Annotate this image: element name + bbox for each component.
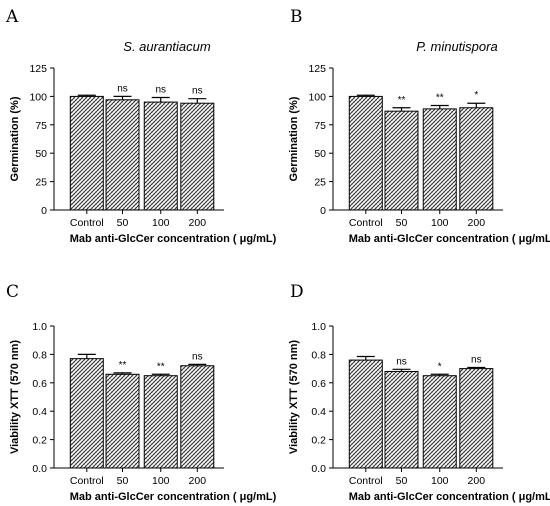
x-tick-label: Control	[70, 217, 104, 229]
significance-label: **	[157, 361, 165, 372]
y-tick-label: 75	[35, 120, 47, 132]
bar-100	[422, 375, 457, 469]
chart-panel-b: B P. minutispora 0 25 50 75 100 125 Germination …	[288, 7, 550, 245]
y-tick-label: 0.8	[32, 349, 47, 361]
bar-50	[384, 110, 419, 211]
x-tick-label: 100	[152, 217, 170, 229]
panel-letter: D	[290, 282, 304, 302]
bar-200	[459, 107, 494, 211]
x-tick-label: Control	[349, 475, 383, 487]
x-axis-label: Mab anti-GlcCer concentration ( μg/mL)	[70, 233, 277, 245]
x-tick-label: 50	[396, 475, 408, 487]
panel-letter: A	[5, 7, 19, 27]
bar-100	[143, 101, 178, 211]
significance-label: *	[438, 361, 442, 372]
bar-200	[180, 102, 215, 211]
significance-label: **	[436, 92, 444, 103]
y-axis-label: Viability XTT (570 nm)	[9, 340, 21, 454]
y-tick-label: 75	[314, 120, 326, 132]
y-tick-label: 0.4	[311, 406, 326, 418]
significance-label: ns	[192, 86, 203, 97]
bar-control	[348, 359, 383, 469]
bar-50	[105, 373, 140, 469]
x-tick-label: 50	[117, 217, 129, 229]
y-tick-label: 50	[314, 148, 326, 160]
x-tick-label: 200	[189, 217, 207, 229]
significance-label: *	[474, 90, 478, 101]
y-tick-label: 0.2	[32, 435, 47, 447]
x-tick-label: 100	[431, 475, 449, 487]
y-tick-label: 125	[308, 63, 326, 75]
bar-100	[143, 375, 178, 469]
bar-100	[422, 108, 457, 211]
bar-200	[459, 368, 494, 469]
x-tick-label: 200	[189, 475, 207, 487]
bar-50	[384, 370, 419, 469]
chart-title: P. minutispora	[416, 39, 497, 54]
y-tick-label: 0.8	[311, 349, 326, 361]
x-tick-label: 200	[468, 217, 486, 229]
significance-label: ns	[396, 356, 407, 367]
bar-control	[69, 95, 104, 211]
y-tick-label: 0.6	[311, 378, 326, 390]
x-tick-label: 50	[117, 475, 129, 487]
significance-label: ns	[471, 354, 482, 365]
x-axis-label: Mab anti-GlcCer concentration ( μg/mL)	[349, 233, 550, 245]
x-tick-label: 100	[152, 475, 170, 487]
bar-200	[180, 365, 215, 469]
significance-label: **	[119, 360, 127, 371]
x-tick-label: 50	[396, 217, 408, 229]
panel-letter: C	[6, 282, 19, 302]
y-tick-label: 0	[41, 205, 47, 217]
x-tick-label: Control	[349, 217, 383, 229]
bar-control	[348, 95, 383, 211]
y-tick-label: 125	[29, 63, 47, 75]
significance-label: ns	[192, 351, 203, 362]
chart-panel-a: A S. aurantiacum 0 25 50 75 100 125 Germination …	[5, 7, 277, 245]
chart-panel-c: C 0.0 0.2 0.4 0.6 0.8 1.0 Viability XTT (570 nm…	[6, 282, 277, 503]
panel-letter: B	[290, 7, 303, 27]
y-axis-label: Germination (%)	[288, 96, 300, 181]
x-tick-label: 100	[431, 217, 449, 229]
x-tick-label: Control	[70, 475, 104, 487]
significance-label: ns	[155, 85, 166, 96]
bar-control	[69, 358, 104, 469]
x-axis-label: Mab anti-GlcCer concentration ( μg/mL)	[70, 491, 277, 503]
x-axis-label: Mab anti-GlcCer concentration ( μg/mL)	[349, 491, 550, 503]
y-tick-label: 0.6	[32, 378, 47, 390]
significance-label: ns	[117, 83, 128, 94]
y-tick-label: 100	[308, 91, 326, 103]
panels: A S. aurantiacum 0 25 50 75 100 125 Germination …	[5, 7, 550, 503]
y-tick-label: 0.4	[32, 406, 47, 418]
significance-label: **	[398, 95, 406, 106]
chart-panel-d: D 0.0 0.2 0.4 0.6 0.8 1.0 Viability XTT (570 nm…	[288, 282, 550, 503]
y-tick-label: 25	[314, 177, 326, 189]
y-tick-label: 0	[320, 205, 326, 217]
chart-title: S. aurantiacum	[123, 39, 211, 54]
y-tick-label: 1.0	[311, 321, 326, 333]
y-tick-label: 50	[35, 148, 47, 160]
x-tick-label: 200	[468, 475, 486, 487]
y-tick-label: 1.0	[32, 321, 47, 333]
y-tick-label: 100	[29, 91, 47, 103]
y-tick-label: 0.2	[311, 435, 326, 447]
y-tick-label: 0.0	[32, 463, 47, 475]
y-axis-label: Germination (%)	[9, 96, 21, 181]
y-tick-label: 0.0	[311, 463, 326, 475]
y-axis-label: Viability XTT (570 nm)	[288, 340, 300, 454]
bar-50	[105, 99, 140, 211]
y-tick-label: 25	[35, 177, 47, 189]
